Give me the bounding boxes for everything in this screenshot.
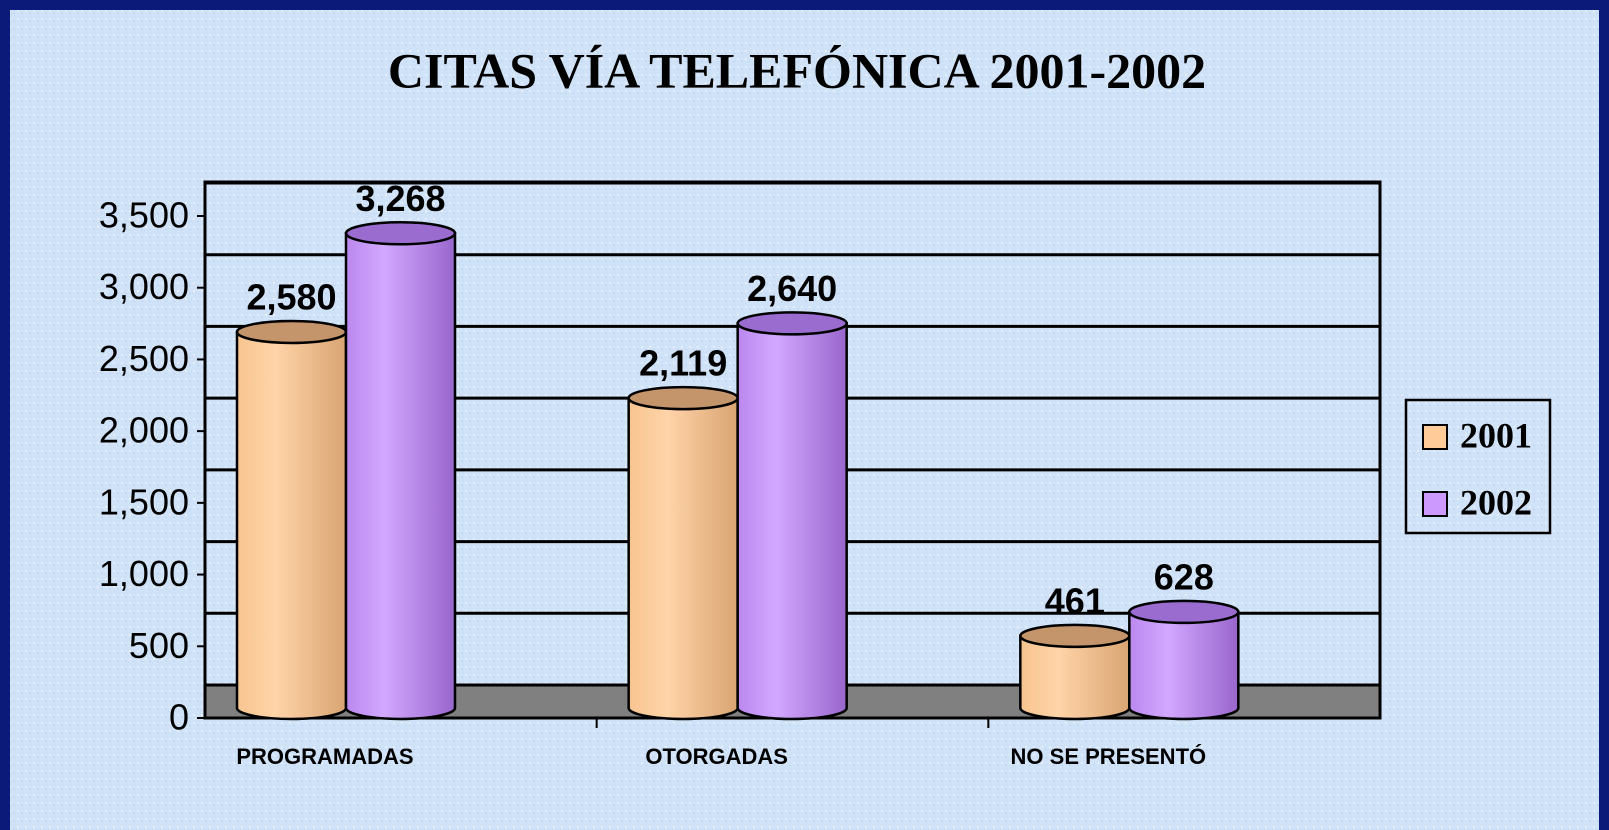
y-tick-label: 500	[129, 625, 189, 666]
bar-top	[1128, 599, 1240, 625]
bar-top	[736, 311, 848, 336]
y-tick-label: 3,000	[99, 266, 189, 307]
x-tick-label: PROGRAMADAS	[236, 744, 413, 769]
y-tick-label: 2,500	[99, 338, 189, 379]
bar-body	[344, 232, 457, 721]
value-label: 628	[1154, 556, 1214, 597]
bar-top	[235, 319, 348, 345]
bar	[344, 221, 457, 721]
bar-body	[736, 322, 848, 721]
x-tick-label: NO SE PRESENTÓ	[1011, 744, 1207, 769]
bar-top	[344, 221, 457, 246]
bar	[627, 385, 739, 721]
value-label: 3,268	[355, 178, 445, 219]
bar	[1019, 623, 1131, 721]
bar-top	[1019, 623, 1131, 649]
bar	[736, 311, 848, 721]
value-label: 461	[1045, 580, 1105, 621]
bar-body	[627, 396, 739, 721]
bar-body	[1019, 634, 1131, 721]
bar-top	[627, 385, 739, 411]
value-label: 2,640	[747, 268, 837, 309]
y-tick-label: 3,500	[99, 195, 189, 236]
bar-body	[235, 330, 348, 721]
legend-label: 2001	[1460, 415, 1532, 455]
y-tick-label: 1,000	[99, 553, 189, 594]
chart-title: CITAS VÍA TELEFÓNICA 2001-2002	[388, 42, 1206, 98]
legend-swatch	[1422, 491, 1448, 517]
legend-swatch	[1422, 424, 1448, 450]
value-label: 2,119	[639, 343, 727, 384]
legend-label: 2002	[1460, 482, 1532, 522]
x-tick-label: OTORGADAS	[645, 744, 788, 769]
bar	[235, 319, 348, 721]
y-tick-label: 0	[169, 697, 189, 738]
y-tick-label: 2,000	[99, 410, 189, 451]
bar-body	[1128, 610, 1240, 721]
bar	[1128, 599, 1240, 721]
value-label: 2,580	[246, 276, 336, 317]
y-tick-label: 1,500	[99, 481, 189, 522]
